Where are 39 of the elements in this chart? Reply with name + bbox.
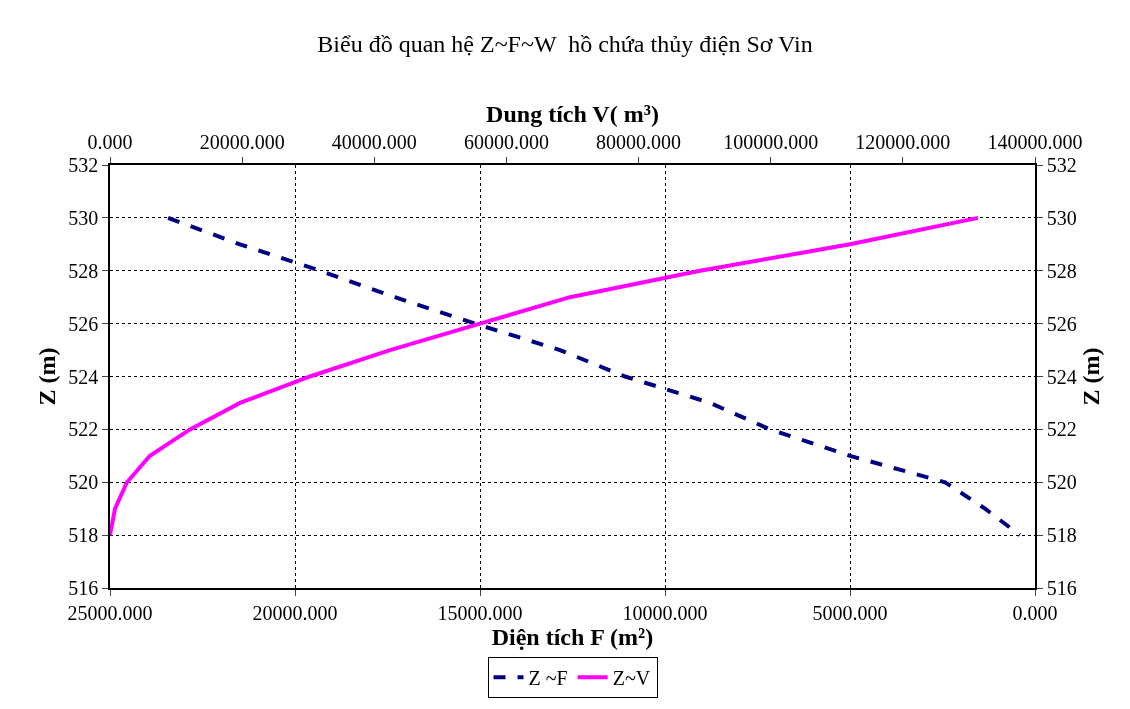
y-axis-title: Z (m): [33, 347, 60, 406]
y-tick-label: 526: [68, 312, 99, 335]
y-tick-label: 524: [68, 365, 99, 388]
legend-label: Z~V: [612, 667, 651, 690]
y-tick-label: 532: [68, 154, 99, 176]
y-tick-label: 522: [68, 418, 99, 441]
x2-axis-title: Dung tích V( m³): [486, 100, 659, 127]
y2-tick-label: 530: [1046, 206, 1077, 229]
y2-tick-label: 516: [1046, 577, 1077, 599]
x2-tick-label: 0.000: [87, 131, 133, 154]
y2-tick-label: 518: [1046, 524, 1077, 547]
x-tick-label: 25000.000: [67, 601, 153, 624]
x-tick-label: 20000.000: [252, 601, 338, 624]
y2-tick-label: 524: [1046, 365, 1077, 388]
y-tick-label: 530: [68, 206, 99, 229]
y2-tick-label: 520: [1046, 471, 1077, 494]
x2-tick-label: 120000.000: [855, 131, 951, 154]
y2-tick-label: 532: [1046, 154, 1077, 176]
x2-tick-label: 80000.000: [596, 131, 682, 154]
x2-tick-label: 100000.000: [723, 131, 819, 154]
x-tick-label: 10000.000: [622, 601, 708, 624]
legend-label: Z ~F: [528, 667, 568, 690]
x-tick-label: 0.000: [1012, 601, 1058, 624]
x2-tick-label: 60000.000: [463, 131, 549, 154]
x2-tick-label: 20000.000: [199, 131, 285, 154]
x-tick-label: 5000.000: [812, 601, 888, 624]
y-tick-label: 528: [68, 259, 99, 282]
y-tick-label: 518: [68, 524, 99, 547]
x-tick-label: 15000.000: [437, 601, 523, 624]
y2-tick-label: 528: [1046, 259, 1077, 282]
y2-tick-label: 522: [1046, 418, 1077, 441]
x2-tick-label: 40000.000: [331, 131, 417, 154]
x2-tick-label: 140000.000: [987, 131, 1083, 154]
y2-axis-title: Z (m): [1077, 347, 1104, 406]
y-tick-label: 516: [68, 577, 99, 599]
chart-title: Biểu đồ quan hệ Z~F~W hồ chứa thủy điện Sơ Vin: [317, 31, 813, 58]
x-axis-title: Diện tích F (m²): [491, 623, 654, 650]
y2-tick-label: 526: [1046, 312, 1077, 335]
y-tick-label: 520: [68, 471, 99, 494]
